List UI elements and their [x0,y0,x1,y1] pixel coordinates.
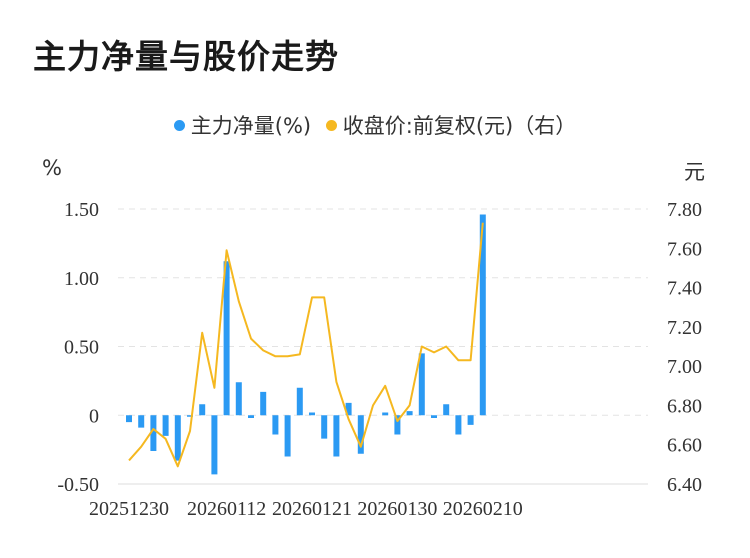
bar[interactable] [174,415,181,461]
y-right-tick-label: 7.40 [667,278,702,300]
y-right-tick-label: 7.60 [667,238,702,260]
y-left-tick-label: 1.00 [64,268,99,290]
bar[interactable] [455,415,462,435]
bar[interactable] [248,415,254,418]
bar[interactable] [479,214,486,416]
legend-dot-blue-icon [173,119,185,131]
y-right-tick-label: 7.20 [667,317,702,339]
y-right-tick-label: 6.80 [667,395,702,417]
bar[interactable] [357,415,364,454]
right-axis-unit: 元 [684,160,705,184]
y-left-tick-label: 1.50 [64,199,99,221]
bar[interactable] [284,415,291,457]
x-tick-label: 20260121 [272,498,352,520]
x-tick-label: 20260210 [443,498,523,520]
bar[interactable] [235,382,242,416]
legend-label-main-net: 主力净量(%) [190,114,312,138]
y-right-tick-label: 6.40 [667,474,702,496]
bar[interactable] [162,415,169,436]
bar[interactable] [260,391,267,416]
bar[interactable] [187,415,193,417]
bar[interactable] [394,415,401,435]
bar[interactable] [431,415,437,418]
bar[interactable] [150,415,157,451]
bar[interactable] [211,415,218,475]
bar[interactable] [223,261,230,416]
legend-item-close-price[interactable]: 收盘价:前复权(元)（右） [325,110,577,140]
legend-label-close-price: 收盘价:前复权(元)（右） [342,114,577,138]
bar[interactable] [406,411,413,416]
y-left-tick-label: 0 [89,405,99,427]
chart-legend: 主力净量(%) 收盘价:前复权(元)（右） [0,110,750,140]
legend-item-main-net[interactable]: 主力净量(%) [173,110,312,140]
bar[interactable] [272,415,279,435]
y-right-tick-label: 7.80 [667,199,702,221]
price-line[interactable] [128,222,484,468]
bar[interactable] [467,415,474,425]
bar[interactable] [309,412,315,416]
bar[interactable] [382,412,389,416]
x-tick-label: 20260130 [357,498,437,520]
x-tick-label: 20260112 [187,498,266,520]
bar[interactable] [443,404,450,416]
y-right-tick-label: 7.00 [667,356,702,378]
bar[interactable] [296,387,303,416]
bar[interactable] [321,415,328,439]
y-right-tick-label: 6.60 [667,435,702,457]
legend-dot-yellow-icon [325,119,337,131]
y-left-tick-label: -0.50 [57,474,99,496]
y-left-tick-label: 0.50 [64,337,99,359]
bar[interactable] [333,415,340,457]
bar[interactable] [345,402,352,416]
bar[interactable] [138,415,145,428]
bar[interactable] [418,353,425,416]
left-axis-unit: % [42,156,62,180]
x-tick-label: 20251230 [89,498,169,520]
bar[interactable] [199,404,206,416]
bar[interactable] [126,415,132,423]
page-title: 主力净量与股价走势 [33,37,339,76]
